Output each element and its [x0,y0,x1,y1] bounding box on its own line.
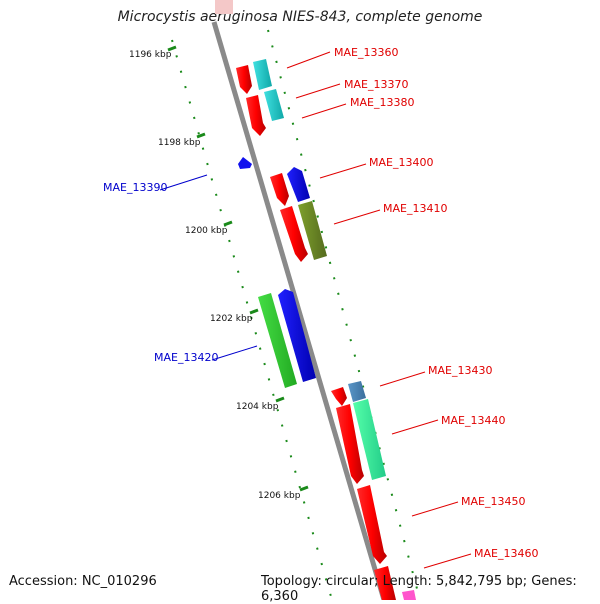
gene-cyan-1 [253,59,272,90]
gene-pink [402,590,416,600]
gene-mae-13390 [238,157,252,169]
gene-label-mae-13430[interactable]: MAE_13430 [428,364,492,377]
gene-label-mae-13460[interactable]: MAE_13460 [474,547,538,560]
tick-label: 1200 kbp [185,226,228,236]
label-leader [391,419,439,435]
genome-backbone [211,21,387,600]
gene-aqua [353,399,386,480]
gene-label-mae-13410[interactable]: MAE_13410 [383,202,447,215]
gene-mae-13400 [270,173,289,206]
gene-label-mae-13450[interactable]: MAE_13450 [461,495,525,508]
gene-blue-1 [287,167,310,202]
tick-guide [171,39,333,600]
accession-text: Accession: NC_010296 [9,574,157,589]
gene-olive [298,201,327,260]
gene-label-mae-13390[interactable]: MAE_13390 [103,181,167,194]
gene-mae-13440 [336,404,364,484]
gene-label-mae-13380[interactable]: MAE_13380 [350,96,414,109]
gene-mae-13380 [246,95,266,136]
label-leader [301,103,347,119]
gene-cyan-2 [264,89,284,121]
gene-blue-2 [278,289,316,382]
gene-label-mae-13440[interactable]: MAE_13440 [441,414,505,427]
gene-label-mae-13360[interactable]: MAE_13360 [334,46,398,59]
gene-label-mae-13370[interactable]: MAE_13370 [344,78,408,91]
gene-steel [348,381,366,402]
gene-label-mae-13400[interactable]: MAE_13400 [369,156,433,169]
tick-mark [299,485,309,492]
gene-mae-13360 [236,65,252,94]
label-leader [319,163,367,179]
tick-marks [167,45,309,492]
gene-mae-13420 [258,293,297,388]
label-leader [211,345,258,361]
tick-mark [275,396,285,403]
label-leader [295,83,341,99]
tick-label: 1206 kbp [258,491,301,501]
label-leader [411,501,459,517]
tick-label: 1204 kbp [236,402,279,412]
gene-label-mae-13420[interactable]: MAE_13420 [154,351,218,364]
gene-partial-top [215,0,233,14]
gene-mae-13410 [280,206,308,262]
gene-mae-13450 [357,485,387,564]
label-leader [159,174,208,191]
gene-mae-13460 [374,566,396,600]
label-leader [333,209,381,225]
tick-mark [249,308,259,315]
map-title: Microcystis aeruginosa NIES-843, complet… [117,9,483,25]
tick-label: 1196 kbp [129,50,172,60]
label-leader [423,553,472,569]
gene-mae-13430 [331,387,347,406]
tick-mark [196,132,206,139]
label-leader [379,371,426,387]
tick-label: 1198 kbp [158,138,201,148]
label-leader [286,51,331,69]
tick-mark [167,45,177,52]
tick-label: 1202 kbp [210,314,253,324]
tick-mark [223,220,233,227]
